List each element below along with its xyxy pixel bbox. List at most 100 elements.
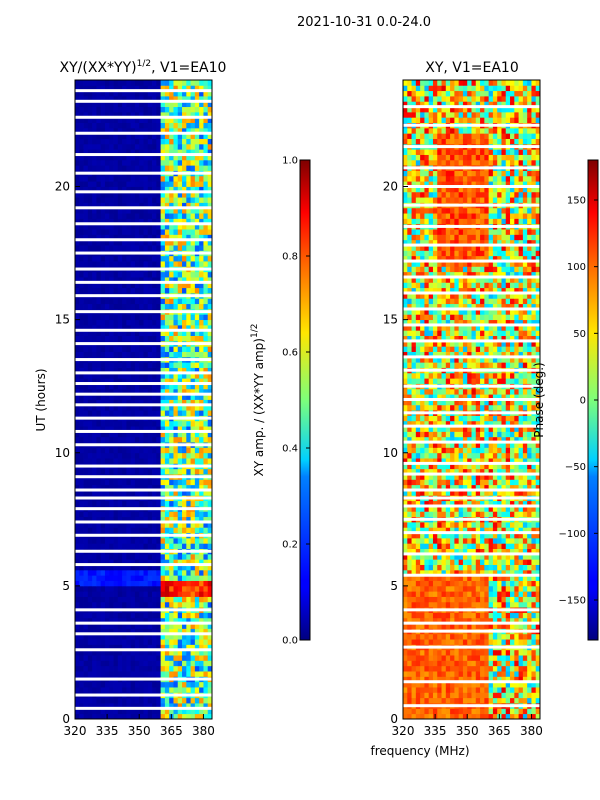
heatmap-cell: [83, 500, 89, 507]
heatmap-cell: [156, 90, 162, 97]
heatmap-cell: [79, 378, 84, 384]
heatmap-cell: [173, 601, 179, 608]
heatmap-cell: [122, 537, 127, 544]
heatmap-cell: [194, 186, 200, 193]
heatmap-cell: [92, 681, 97, 688]
heatmap-cell: [143, 101, 149, 108]
heatmap-cell: [492, 543, 498, 549]
heatmap-cell: [450, 569, 455, 576]
heatmap-cell: [177, 484, 183, 491]
heatmap-cell: [130, 378, 136, 384]
heatmap-cell: [505, 692, 511, 699]
heatmap-cell: [100, 681, 106, 688]
heatmap-cell: [169, 527, 174, 534]
heatmap-cell: [100, 458, 106, 464]
heatmap-cell: [96, 580, 102, 587]
heatmap-cell: [117, 149, 123, 155]
heatmap-cell: [79, 639, 84, 645]
heatmap-cell: [143, 628, 149, 635]
heatmap-cell: [134, 149, 140, 155]
heatmap-cell: [527, 559, 532, 565]
heatmap-cell: [92, 234, 97, 241]
heatmap-cell: [203, 133, 209, 139]
heatmap-cell: [169, 127, 174, 134]
heatmap-cell: [186, 191, 191, 198]
heatmap-cell: [122, 324, 127, 331]
heatmap-cell: [182, 223, 187, 230]
heatmap-cell: [130, 639, 136, 645]
heatmap-cell: [143, 468, 149, 475]
heatmap-cell: [87, 378, 93, 384]
heatmap-cell: [143, 175, 149, 182]
heatmap-cell: [160, 186, 166, 193]
heatmap-cell: [130, 543, 136, 549]
heatmap-cell: [147, 633, 153, 640]
heatmap-cell: [143, 229, 149, 235]
heatmap-cell: [134, 484, 140, 491]
heatmap-cell: [514, 681, 519, 688]
heatmap-cell: [75, 484, 80, 491]
heatmap-cell: [407, 537, 412, 544]
heatmap-cell: [488, 580, 494, 587]
heatmap-cell: [186, 138, 191, 145]
heatmap-cell: [203, 617, 209, 624]
heatmap-cell: [186, 154, 191, 161]
heatmap-cell: [87, 324, 93, 331]
heatmap-cell: [83, 149, 89, 155]
heatmap-cell: [190, 186, 196, 193]
heatmap-cell: [156, 255, 162, 262]
heatmap-cell: [156, 149, 162, 155]
heatmap-cell: [143, 388, 149, 395]
heatmap-cell: [156, 218, 162, 225]
heatmap-cell: [169, 420, 174, 427]
heatmap-cell: [109, 202, 114, 209]
heatmap-cell: [143, 271, 149, 278]
heatmap-cell: [160, 261, 166, 267]
heatmap-cell: [194, 431, 200, 438]
heatmap-cell: [484, 692, 490, 699]
heatmap-cell: [130, 255, 136, 262]
heatmap-cell: [83, 245, 89, 251]
heatmap-cell: [122, 181, 127, 187]
heatmap-cell: [96, 596, 102, 603]
heatmap-cell: [437, 708, 442, 715]
heatmap-cell: [203, 90, 209, 97]
heatmap-cell: [100, 527, 106, 534]
heatmap-cell: [160, 111, 166, 118]
heatmap-cell: [126, 458, 132, 464]
heatmap-cell: [531, 543, 537, 549]
heatmap-cell: [87, 85, 93, 92]
heatmap-cell: [100, 378, 106, 384]
heatmap-cell: [186, 367, 191, 374]
heatmap-cell: [424, 543, 430, 549]
heatmap-cell: [75, 511, 80, 518]
heatmap-cell: [156, 213, 162, 219]
heatmap-cell: [113, 537, 119, 544]
heatmap-cell: [104, 575, 110, 581]
heatmap-cell: [113, 585, 119, 592]
heatmap-cell: [92, 633, 97, 640]
amplitude-panel-title: XY/(XX*YY)1/2, V1=EA10: [60, 59, 227, 76]
heatmap-cell: [505, 676, 511, 683]
heatmap-cell: [169, 165, 174, 171]
heatmap-cell: [535, 580, 541, 587]
heatmap-cell: [160, 90, 166, 97]
heatmap-cell: [79, 516, 84, 523]
heatmap-cell: [83, 628, 89, 635]
heatmap-cell: [194, 133, 200, 139]
heatmap-cell: [203, 122, 209, 129]
heatmap-cell: [514, 596, 519, 603]
heatmap-cell: [109, 133, 114, 139]
heatmap-cell: [432, 623, 438, 629]
heatmap-cell: [92, 543, 97, 549]
heatmap-cell: [104, 213, 110, 219]
heatmap-cell: [92, 596, 97, 603]
heatmap-cell: [186, 335, 191, 342]
heatmap-cell: [420, 665, 425, 672]
heatmap-cell: [492, 687, 498, 693]
heatmap-cell: [79, 687, 84, 693]
heatmap-cell: [441, 553, 447, 560]
heatmap-cell: [126, 655, 132, 661]
heatmap-cell: [203, 575, 209, 581]
heatmap-cell: [104, 191, 110, 198]
